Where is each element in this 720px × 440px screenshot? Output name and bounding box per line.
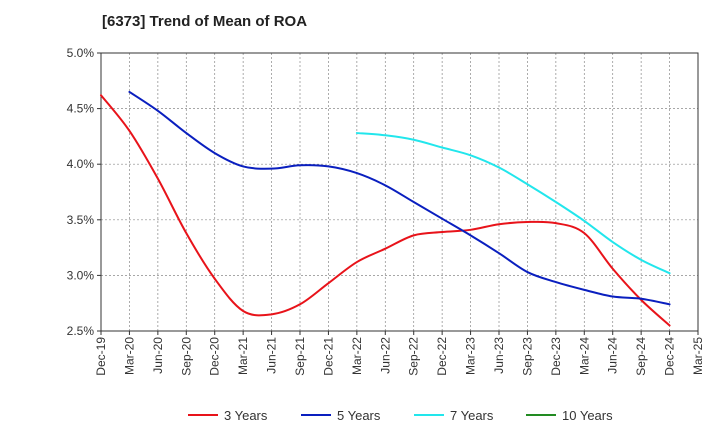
x-tick-label: Sep-22 [407, 337, 421, 376]
plot-background [101, 53, 698, 331]
legend-label: 5 Years [337, 408, 381, 423]
x-tick-label: Sep-20 [179, 337, 193, 376]
y-axis: 2.5% 3.0% 3.5% 4.0% 4.5% 5.0% [67, 46, 101, 338]
series-lines [100, 90, 671, 327]
x-tick-label: Jun-23 [492, 337, 506, 374]
x-tick-label: Dec-23 [549, 337, 563, 376]
plot-area [100, 52, 699, 332]
legend-label: 3 Years [224, 408, 268, 423]
x-tick-label: Sep-21 [293, 337, 307, 376]
x-tick-label: Mar-20 [122, 337, 136, 375]
legend-item-3-years: 3 Years [188, 408, 268, 423]
legend-item-7-years: 7 Years [414, 408, 494, 423]
y-tick-label: 3.0% [67, 268, 95, 282]
x-tick-label: Dec-20 [208, 337, 222, 376]
legend-label: 7 Years [450, 408, 494, 423]
y-tick-label: 2.5% [67, 324, 95, 338]
x-tick-label: Mar-21 [236, 337, 250, 375]
y-tick-label: 3.5% [67, 213, 95, 227]
x-tick-label: Jun-24 [606, 337, 620, 374]
y-tick-label: 5.0% [67, 46, 95, 60]
x-tick-label: Jun-21 [265, 337, 279, 374]
x-axis: Dec-19 Mar-20 Jun-20 Sep-20 Dec-20 Mar-21 Jun-… [94, 331, 705, 376]
legend-label: 10 Years [562, 408, 613, 423]
series-line-7-years [355, 132, 671, 275]
x-tick-label: Mar-24 [577, 337, 591, 375]
y-tick-label: 4.0% [67, 157, 95, 171]
x-tick-label: Sep-23 [520, 337, 534, 376]
x-tick-label: Jun-20 [151, 337, 165, 374]
x-tick-label: Sep-24 [634, 337, 648, 376]
y-tick-label: 4.5% [67, 102, 95, 116]
chart-title: [6373] Trend of Mean of ROA [102, 13, 308, 30]
x-tick-label: Mar-25 [691, 337, 705, 375]
x-tick-label: Dec-22 [435, 337, 449, 376]
x-tick-label: Dec-21 [321, 337, 335, 376]
plot-border [100, 52, 699, 332]
legend: 3 Years 5 Years 7 Years 10 Years [188, 408, 613, 423]
x-tick-label: Mar-22 [350, 337, 364, 375]
series-line-5-years [128, 90, 671, 306]
x-tick-label: Dec-19 [94, 337, 108, 376]
x-tick-label: Dec-24 [663, 337, 677, 376]
series-line-3-years [100, 94, 671, 327]
x-tick-label: Mar-23 [464, 337, 478, 375]
legend-item-5-years: 5 Years [301, 408, 381, 423]
x-tick-label: Jun-22 [378, 337, 392, 374]
legend-item-10-years: 10 Years [526, 408, 613, 423]
